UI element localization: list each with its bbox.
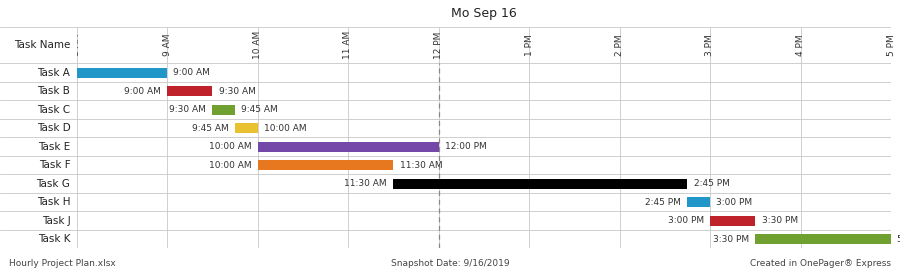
Text: 3:00 PM: 3:00 PM: [716, 198, 752, 207]
Text: 5 PM: 5 PM: [886, 34, 896, 56]
Text: 9:45 AM: 9:45 AM: [192, 124, 229, 133]
Text: Task G: Task G: [37, 179, 70, 189]
Bar: [235, 123, 257, 133]
Text: Task F: Task F: [39, 160, 70, 170]
Text: Created in OnePager® Express: Created in OnePager® Express: [750, 259, 891, 268]
Text: 5:00 PM: 5:00 PM: [897, 235, 900, 244]
Text: 9:30 AM: 9:30 AM: [169, 105, 206, 114]
Text: 3:30 PM: 3:30 PM: [761, 216, 797, 225]
Text: 2:45 PM: 2:45 PM: [694, 179, 730, 188]
Text: 12:00 PM: 12:00 PM: [445, 142, 487, 151]
Text: 9:00 AM: 9:00 AM: [124, 87, 161, 96]
Text: 8 AM: 8 AM: [72, 34, 81, 56]
Text: Snapshot Date: 9/16/2019: Snapshot Date: 9/16/2019: [391, 259, 509, 268]
Bar: [167, 86, 212, 96]
Text: Task K: Task K: [38, 234, 70, 244]
Text: 2 PM: 2 PM: [615, 34, 624, 56]
Bar: [76, 68, 167, 78]
Text: 10:00 AM: 10:00 AM: [209, 161, 251, 170]
Text: 1 PM: 1 PM: [525, 34, 534, 56]
Text: Task A: Task A: [38, 68, 70, 78]
Text: 11 AM: 11 AM: [344, 31, 353, 59]
Bar: [393, 178, 688, 189]
Text: 11:30 AM: 11:30 AM: [345, 179, 387, 188]
Text: 2:45 PM: 2:45 PM: [645, 198, 681, 207]
Bar: [710, 215, 755, 226]
Text: 11:30 AM: 11:30 AM: [400, 161, 442, 170]
Bar: [257, 160, 393, 170]
Text: 9:00 AM: 9:00 AM: [174, 68, 211, 77]
Text: 10:00 AM: 10:00 AM: [209, 142, 251, 151]
Text: Task C: Task C: [37, 105, 70, 115]
Text: 9 AM: 9 AM: [163, 34, 172, 56]
Text: Task D: Task D: [37, 123, 70, 133]
Bar: [688, 197, 710, 207]
Text: Task Name: Task Name: [14, 40, 70, 50]
Text: Task E: Task E: [38, 142, 70, 152]
Text: 3 PM: 3 PM: [706, 34, 715, 56]
Text: Task H: Task H: [37, 197, 70, 207]
Text: Task B: Task B: [38, 86, 70, 96]
Text: 10:00 AM: 10:00 AM: [264, 124, 307, 133]
Bar: [755, 234, 891, 244]
Text: Mo Sep 16: Mo Sep 16: [451, 7, 517, 20]
Text: Task J: Task J: [41, 216, 70, 226]
Text: 9:30 AM: 9:30 AM: [219, 87, 256, 96]
Text: 12 PM: 12 PM: [434, 32, 443, 59]
Text: 9:45 AM: 9:45 AM: [241, 105, 278, 114]
Text: Hourly Project Plan.xlsx: Hourly Project Plan.xlsx: [9, 259, 116, 268]
Bar: [257, 141, 438, 152]
Text: 3:00 PM: 3:00 PM: [668, 216, 704, 225]
Text: 3:30 PM: 3:30 PM: [713, 235, 749, 244]
Text: 10 AM: 10 AM: [253, 31, 262, 59]
Text: 4 PM: 4 PM: [796, 34, 805, 56]
Bar: [212, 104, 235, 115]
